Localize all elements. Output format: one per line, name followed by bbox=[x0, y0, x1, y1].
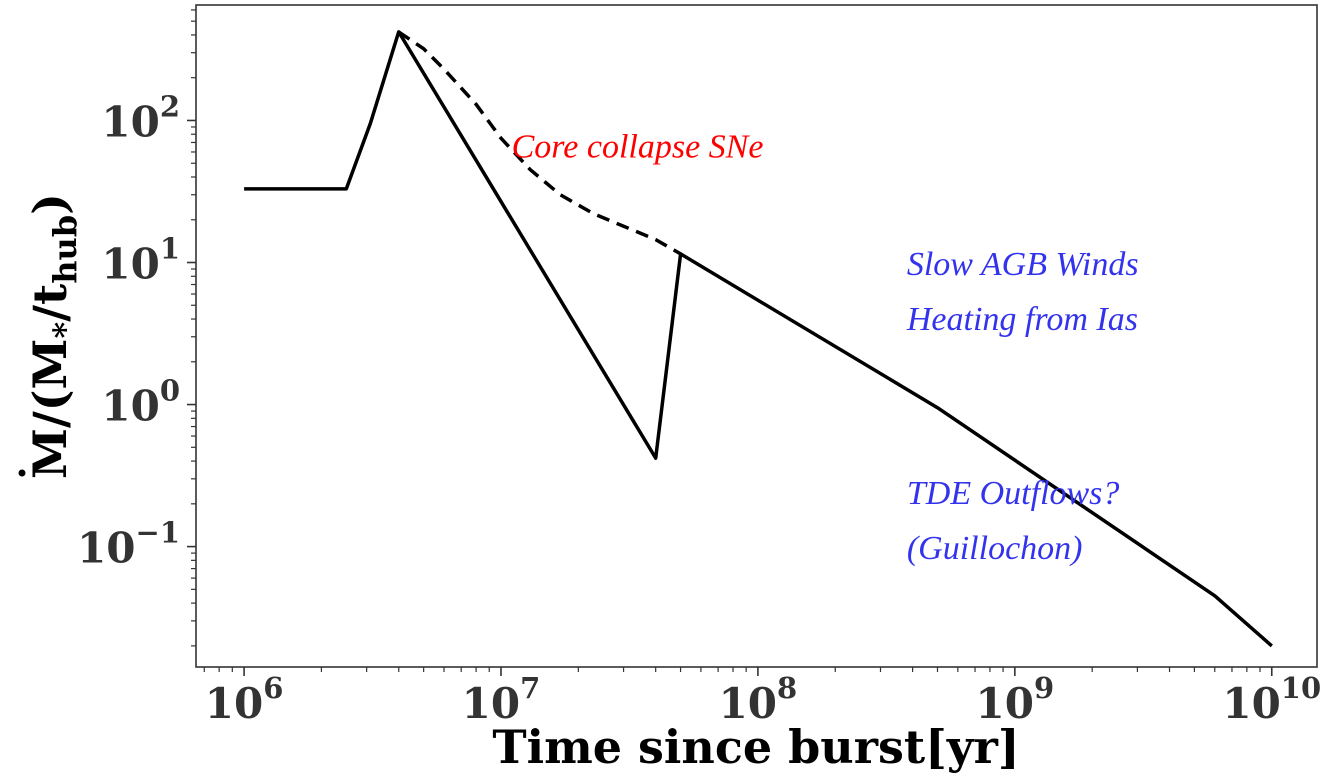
svg-text:M/(M*/thub): M/(M*/thub) bbox=[23, 193, 84, 479]
y-axis-title: M/(M*/thub) bbox=[18, 193, 84, 479]
annotation-text: (Guillochon) bbox=[907, 530, 1083, 567]
y-axis-title-tail: /(M bbox=[23, 339, 77, 428]
major-ticks bbox=[187, 119, 1273, 676]
y-tick-label: 100 bbox=[101, 374, 180, 431]
y-tick-label: 10−1 bbox=[77, 516, 180, 573]
y-axis-title-dot bbox=[18, 469, 26, 477]
x-tick-label: 106 bbox=[205, 671, 284, 728]
plot-frame bbox=[195, 4, 1318, 668]
x-axis-title: Time since burst[yr] bbox=[492, 720, 1019, 774]
annotations: Core collapse SNe Slow AGB Winds Heating f… bbox=[512, 128, 1139, 566]
series-layer bbox=[244, 30, 1273, 648]
y-axis-title-sub1: * bbox=[46, 322, 84, 339]
y-tick-label: 102 bbox=[101, 89, 180, 146]
annotation-text: Slow AGB Winds bbox=[907, 246, 1139, 283]
x-tick-label: 107 bbox=[462, 671, 541, 728]
annotation-text: Heating from Ias bbox=[906, 301, 1138, 338]
x-tick-label: 1010 bbox=[1222, 671, 1321, 728]
annotation-text: Core collapse SNe bbox=[512, 128, 764, 165]
y-axis-title-end: ) bbox=[23, 193, 77, 215]
x-tick-labels: 106 107 108 109 1010 bbox=[205, 671, 1321, 728]
solid-series-line bbox=[244, 30, 1273, 648]
x-tick-label: 108 bbox=[719, 671, 798, 728]
annotation-text: TDE Outflows? bbox=[907, 475, 1120, 512]
y-axis-title-sub2: hub bbox=[46, 215, 84, 284]
y-tick-label: 101 bbox=[101, 232, 180, 289]
minor-ticks bbox=[191, 9, 1261, 672]
y-tick-labels: 10−1 100 101 102 bbox=[77, 89, 180, 572]
y-axis-title-main: M bbox=[23, 428, 77, 479]
y-axis-title-mid: /t bbox=[23, 283, 77, 322]
dashed-series-line bbox=[397, 30, 682, 256]
x-tick-label: 109 bbox=[976, 671, 1055, 728]
